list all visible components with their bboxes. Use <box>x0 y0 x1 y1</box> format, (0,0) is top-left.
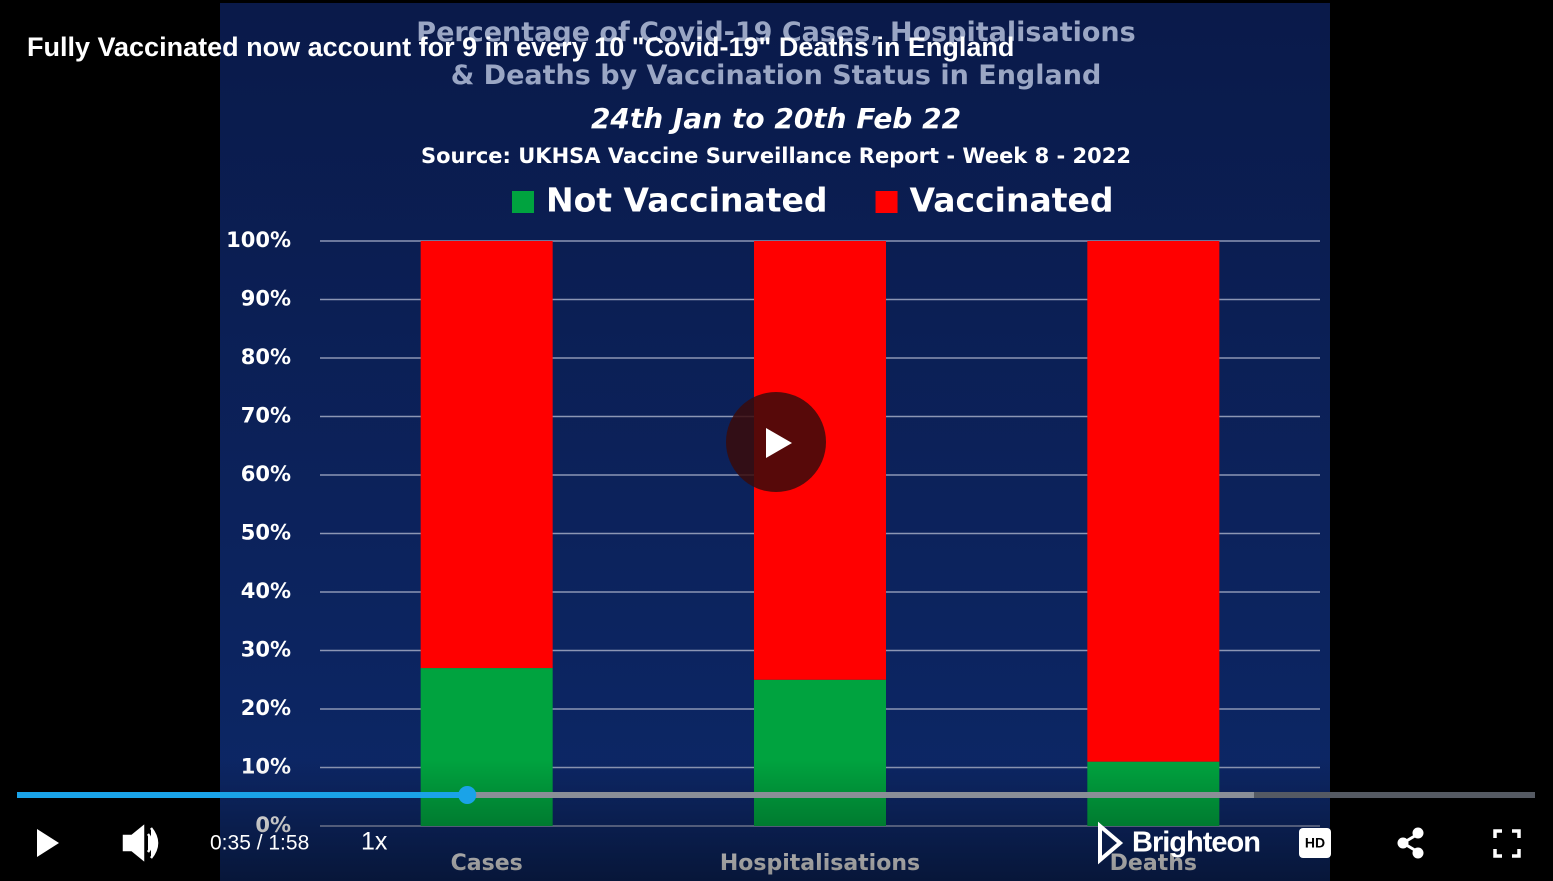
progress-handle[interactable] <box>458 786 477 804</box>
share-dot[interactable] <box>1412 847 1424 859</box>
brand-logo[interactable]: Brighteon <box>1132 827 1261 859</box>
y-tick-label: 60% <box>241 462 291 486</box>
center-play-button[interactable] <box>726 392 826 492</box>
bar-segment <box>1087 241 1220 762</box>
y-tick-label: 70% <box>241 404 291 428</box>
legend-swatch <box>875 191 898 213</box>
play-icon[interactable] <box>766 428 792 458</box>
legend-label: Vaccinated <box>910 181 1114 220</box>
time-display: 0:35 / 1:58 <box>210 832 309 855</box>
chart-title: Percentage of Covid-19 Cases, Hospitalis… <box>416 17 1135 91</box>
chart-subtitle: 24th Jan to 20th Feb 22 <box>591 102 961 135</box>
share-button[interactable] <box>1397 827 1424 859</box>
video-title: Fully Vaccinated now account for 9 in ev… <box>27 32 1014 62</box>
share-dot[interactable] <box>1397 837 1409 849</box>
play-toggle[interactable] <box>37 829 59 857</box>
legend-label: Not Vaccinated <box>546 181 828 220</box>
share-dot[interactable] <box>1412 827 1424 839</box>
volume-button[interactable] <box>122 824 159 862</box>
hd-button[interactable] <box>1299 828 1331 858</box>
controls-shade <box>0 760 1553 881</box>
hd-label[interactable]: HD <box>1305 835 1325 851</box>
y-tick-label: 100% <box>226 228 291 252</box>
speed-button[interactable]: 1x <box>361 828 388 856</box>
progress-buffer <box>17 792 1254 798</box>
y-tick-label: 20% <box>241 696 291 720</box>
fullscreen-button[interactable] <box>1493 829 1521 858</box>
legend-swatch <box>512 191 534 213</box>
chart-source: Source: UKHSA Vaccine Surveillance Repor… <box>421 144 1131 168</box>
y-tick-label: 30% <box>241 638 291 662</box>
progress-played <box>17 792 468 798</box>
y-tick-label: 90% <box>241 287 291 311</box>
brand-logo-icon[interactable] <box>1098 821 1124 865</box>
y-tick-label: 50% <box>241 521 291 545</box>
y-tick-label: 80% <box>241 345 291 369</box>
bar-segment <box>420 241 553 669</box>
y-tick-label: 40% <box>241 579 291 603</box>
